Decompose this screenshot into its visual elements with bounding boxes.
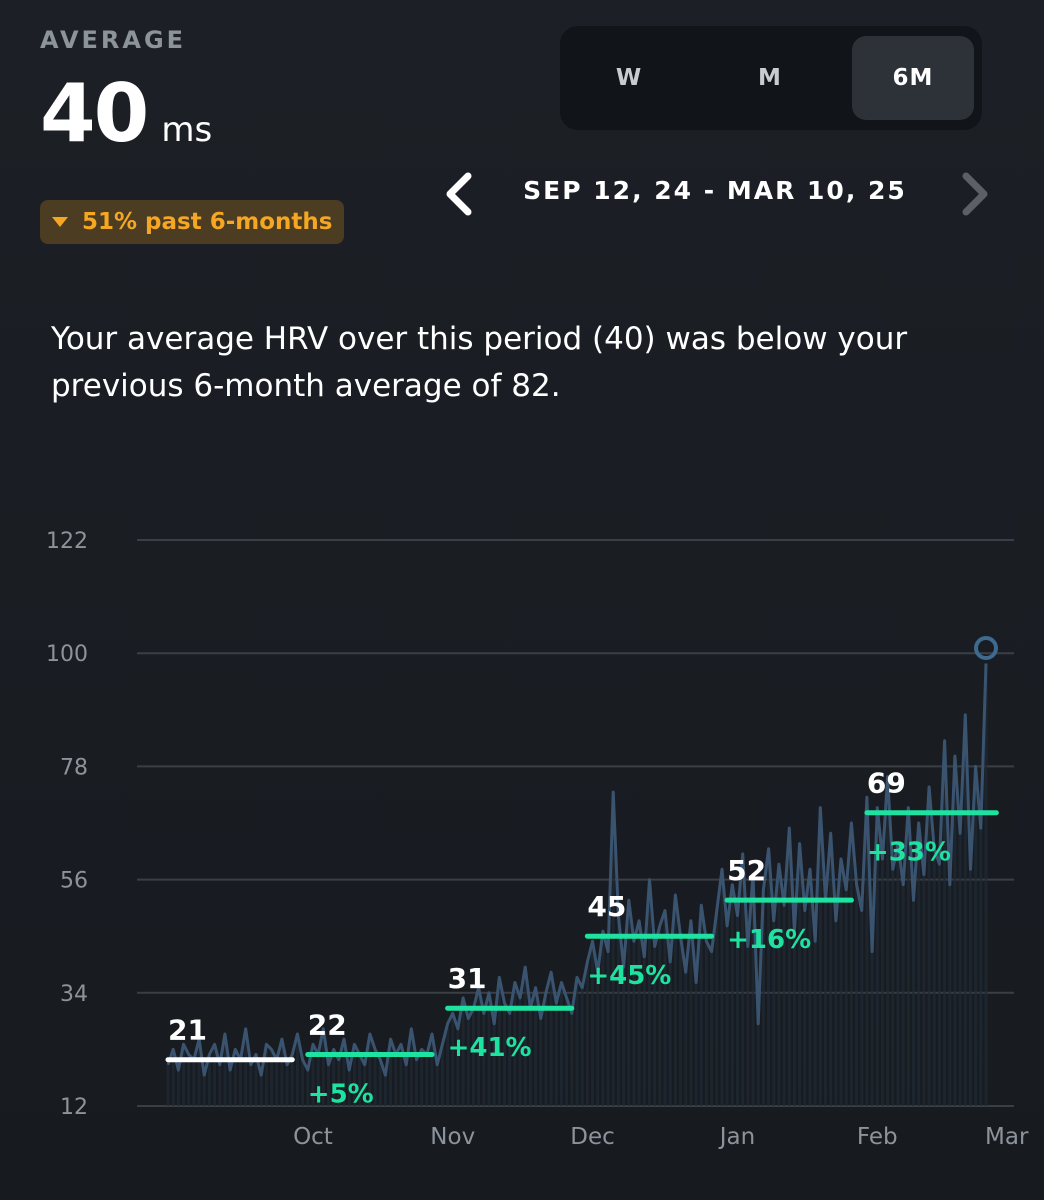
date-range-text: SEP 12, 24 - MAR 10, 25 xyxy=(523,176,907,205)
average-number: 40 xyxy=(40,67,149,160)
daily-series-line xyxy=(166,663,988,1077)
y-tick-label-56: 56 xyxy=(60,869,88,894)
y-tick-label-78: 78 xyxy=(60,755,88,780)
monthly-average-value-0: 21 xyxy=(168,1014,207,1047)
monthly-average-value-2: 31 xyxy=(448,962,487,995)
range-option-6-months[interactable]: 6M xyxy=(852,36,974,120)
daily-series xyxy=(166,636,998,1106)
average-value: 40 ms xyxy=(40,74,212,154)
change-badge: 51% past 6-months xyxy=(40,200,345,244)
average-label: AVERAGE xyxy=(40,26,187,54)
average-unit: ms xyxy=(161,110,213,150)
monthly-average-change-5: +33% xyxy=(867,838,951,868)
hrv-chart: 122 100 78 56 34 12 21 22 +5% 31 +41% 45 +45% 52 +16%… xyxy=(46,529,1029,1150)
y-tick-label-34: 34 xyxy=(60,982,88,1007)
range-selector: W M 6M xyxy=(560,26,982,130)
monthly-average-value-3: 45 xyxy=(587,890,626,923)
y-tick-label-122: 122 xyxy=(46,529,88,554)
monthly-average-change-3: +45% xyxy=(587,961,671,991)
y-tick-label-12: 12 xyxy=(60,1095,88,1120)
range-option-month[interactable]: M xyxy=(758,65,782,91)
monthly-average-change-1: +5% xyxy=(308,1080,374,1110)
monthly-averages: 21 22 +5% 31 +41% 45 +45% 52 +16% 69 +33% xyxy=(165,767,999,1110)
x-tick-label-dec: Dec xyxy=(570,1124,615,1150)
down-triangle-icon xyxy=(52,217,68,227)
chevron-left-icon[interactable] xyxy=(440,172,480,216)
monthly-average-value-1: 22 xyxy=(308,1009,347,1042)
monthly-average-value-4: 52 xyxy=(727,854,766,887)
y-tick-label-100: 100 xyxy=(46,642,88,667)
date-navigator: SEP 12, 24 - MAR 10, 25 xyxy=(440,168,1000,218)
x-tick-label-oct: Oct xyxy=(293,1124,333,1150)
change-text: 51% past 6-months xyxy=(82,209,333,235)
x-tick-label-jan: Jan xyxy=(718,1124,755,1150)
current-point-marker xyxy=(974,636,998,661)
range-option-week[interactable]: W xyxy=(615,65,643,91)
x-tick-label-mar: Mar xyxy=(985,1124,1029,1150)
monthly-average-value-5: 69 xyxy=(867,767,906,800)
x-axis-labels: Oct Nov Dec Jan Feb Mar xyxy=(293,1124,1029,1150)
summary-text: Your average HRV over this period (40) w… xyxy=(51,321,908,404)
monthly-average-change-4: +16% xyxy=(727,925,811,955)
monthly-average-change-2: +41% xyxy=(448,1033,532,1063)
x-tick-label-feb: Feb xyxy=(857,1124,898,1150)
chevron-right-icon[interactable] xyxy=(954,172,994,216)
x-tick-label-nov: Nov xyxy=(430,1124,475,1150)
